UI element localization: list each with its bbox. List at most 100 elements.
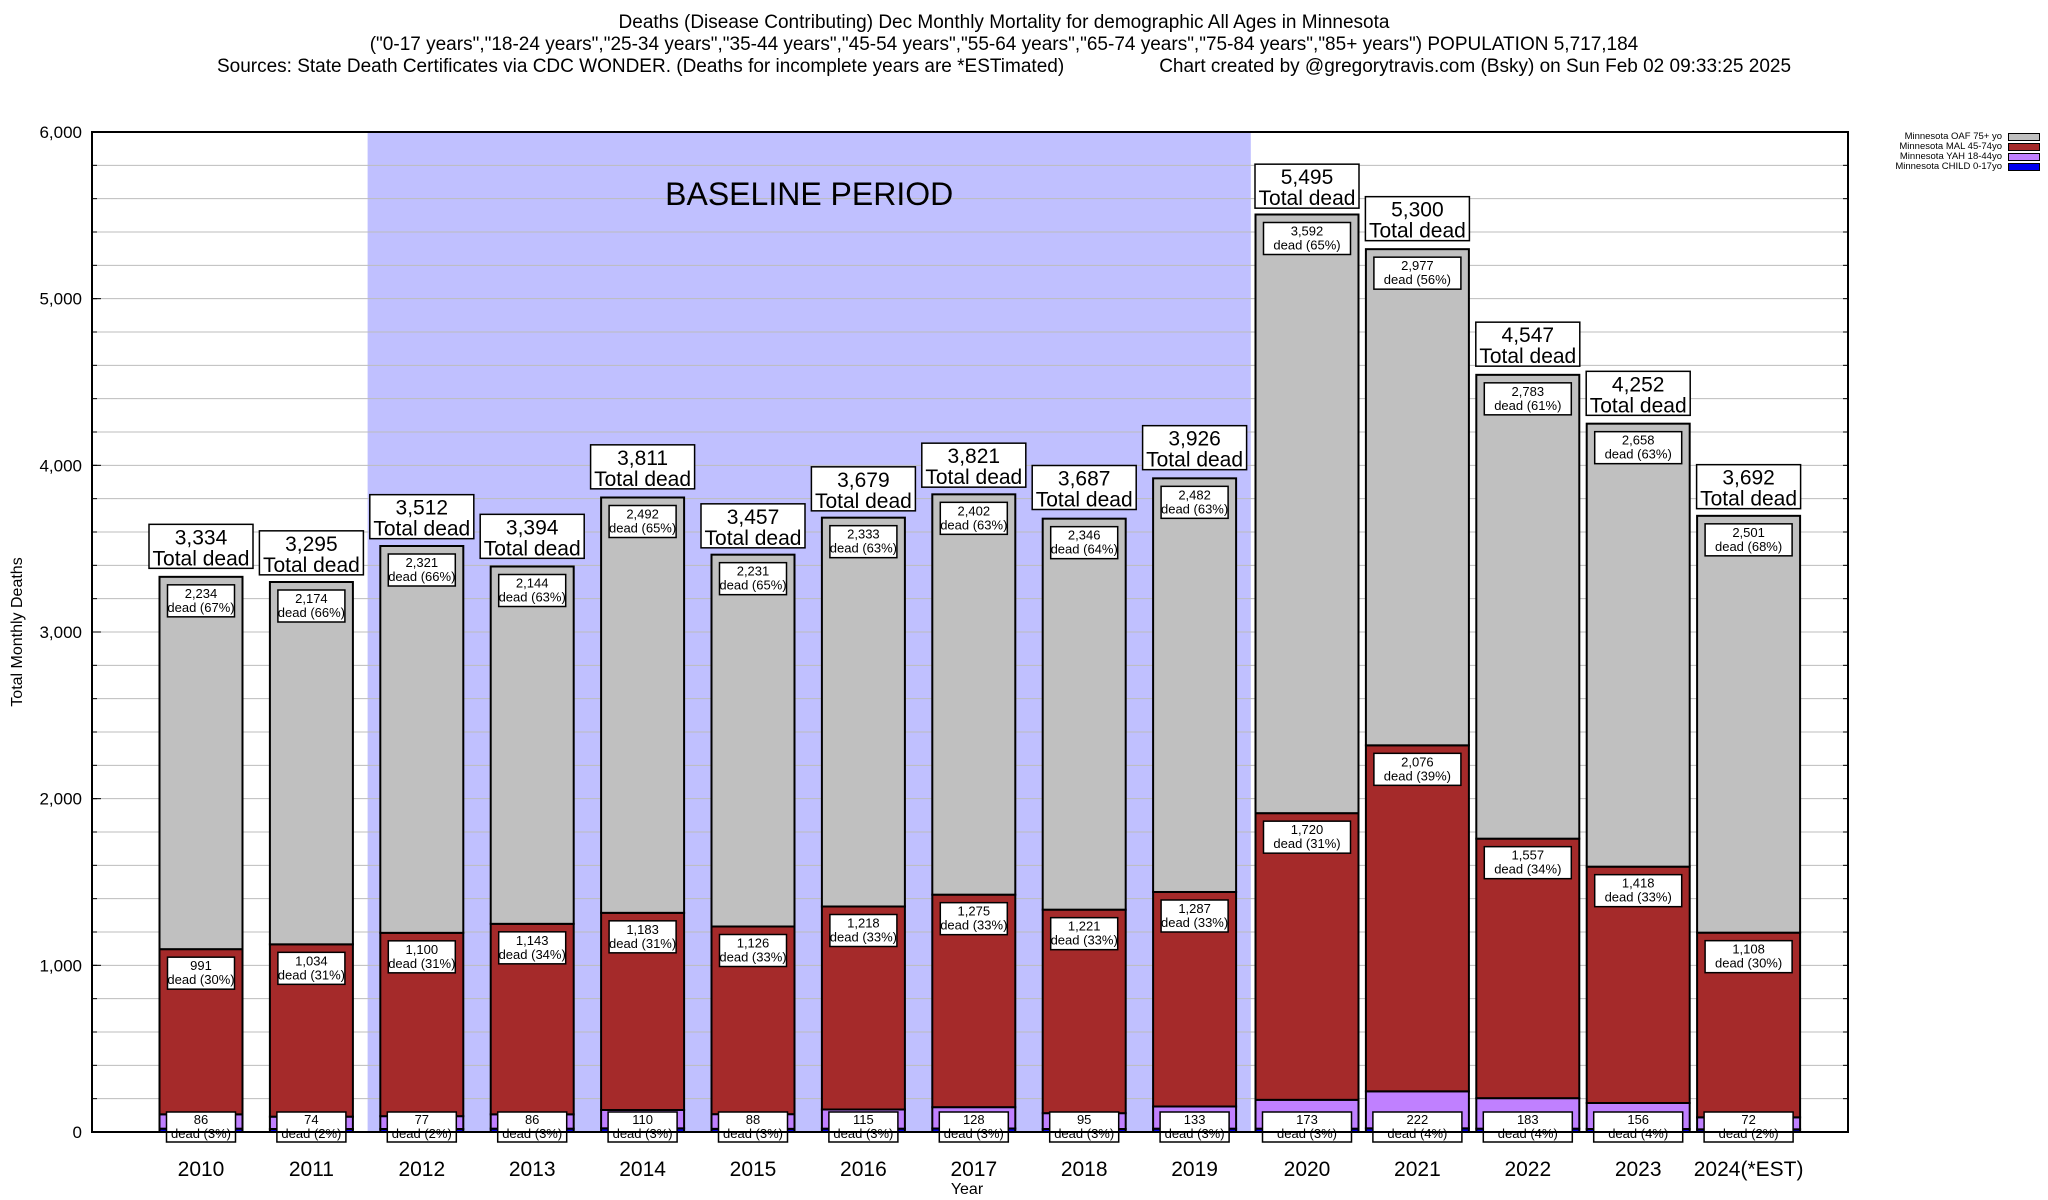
segment-label-box <box>387 940 457 974</box>
segment-label-box <box>718 933 788 968</box>
segment-label-box <box>165 1111 237 1143</box>
y-tick-label: 5,000 <box>39 290 82 309</box>
segment-label-box <box>1159 1111 1230 1143</box>
segment-label-box <box>938 1111 1010 1143</box>
total-label-value: 4,252 <box>1612 373 1665 396</box>
segment-label-box <box>1262 820 1352 854</box>
x-tick-label: 2023 <box>1615 1158 1662 1181</box>
segment-label-value: 1,126 <box>737 936 770 951</box>
total-label-text: Total dead <box>263 554 360 577</box>
segment-label-value: 128 <box>963 1112 985 1127</box>
segment-label-pct: dead (66%) <box>278 605 345 620</box>
y-tick-label: 0 <box>73 1123 82 1142</box>
segment-label-pct: dead (31%) <box>609 936 676 951</box>
segment-label-pct: dead (39%) <box>1384 768 1451 783</box>
segment-label-pct: dead (33%) <box>830 930 897 945</box>
segment-label-box <box>1373 256 1462 290</box>
segment-label-value: 2,501 <box>1732 525 1765 540</box>
total-label-text: Total dead <box>484 537 581 560</box>
segment-label-box <box>608 920 677 954</box>
segment-label-pct: dead (31%) <box>388 956 455 971</box>
total-label-text: Total dead <box>1036 489 1133 512</box>
segment-label-value: 1,720 <box>1291 822 1324 837</box>
segment-label-box <box>1593 430 1683 465</box>
x-tick-label: 2014 <box>619 1158 666 1181</box>
segment-label-box <box>1592 1111 1684 1143</box>
segment-label-pct: dead (4%) <box>1387 1126 1447 1141</box>
bar-segment-minnesota-oaf-75-yo <box>1475 373 1581 840</box>
segment-label-box <box>1049 525 1119 560</box>
segment-label-value: 173 <box>1296 1112 1318 1127</box>
segment-label-value: 95 <box>1077 1112 1091 1127</box>
segment-label-box <box>386 1111 458 1143</box>
segment-label-pct: dead (63%) <box>940 517 1007 532</box>
legend-item: Minnesota MAL 45-74yo <box>1895 142 2040 152</box>
segment-label-pct: dead (33%) <box>719 950 786 965</box>
segment-label-box <box>166 584 236 618</box>
segment-label-box <box>829 913 898 948</box>
segment-label-value: 2,174 <box>295 591 328 606</box>
segment-label-value: 115 <box>853 1112 874 1127</box>
segment-label-pct: dead (30%) <box>1715 956 1782 971</box>
segment-label-value: 3,592 <box>1291 224 1324 239</box>
total-label-value: 3,457 <box>727 506 780 529</box>
segment-label-pct: dead (3%) <box>502 1126 562 1141</box>
total-label-text: Total dead <box>1590 394 1687 417</box>
segment-label-box <box>939 501 1009 536</box>
bar-segment-minnesota-oaf-75-yo <box>710 553 796 928</box>
bar-segment-minnesota-oaf-75-yo <box>931 493 1017 896</box>
total-label-box <box>589 444 696 490</box>
segment-label-pct: dead (33%) <box>1051 933 1118 948</box>
segment-label-pct: dead (68%) <box>1715 539 1782 554</box>
total-label-text: Total dead <box>705 527 802 550</box>
total-label-value: 3,821 <box>948 445 1001 468</box>
bar-segment-minnesota-oaf-75-yo <box>158 575 244 951</box>
total-label-box <box>1254 163 1360 209</box>
segment-label-value: 72 <box>1741 1112 1755 1127</box>
legend-swatch <box>2008 143 2040 151</box>
segment-label-pct: dead (63%) <box>830 541 897 556</box>
y-tick-label: 3,000 <box>39 623 82 642</box>
segment-label-value: 1,100 <box>406 942 439 957</box>
bar-segment-minnesota-oaf-75-yo <box>1585 422 1691 868</box>
total-label-text: Total dead <box>815 490 912 513</box>
bar-segment-minnesota-oaf-75-yo <box>489 565 575 925</box>
segment-label-value: 222 <box>1407 1112 1429 1127</box>
segment-label-box <box>717 1111 789 1143</box>
segment-label-box <box>1261 1111 1353 1143</box>
segment-label-box <box>1372 1111 1463 1143</box>
segment-label-value: 86 <box>194 1112 208 1127</box>
total-label-box <box>1031 464 1137 511</box>
total-label-box <box>1364 195 1471 242</box>
credit-text: Chart created by @gregorytravis.com (Bsk… <box>1159 56 1792 77</box>
segment-label-value: 77 <box>415 1112 429 1127</box>
total-label-value: 3,394 <box>506 516 559 539</box>
segment-label-value: 1,183 <box>626 922 659 937</box>
x-tick-label: 2015 <box>730 1158 777 1181</box>
segment-label-box <box>1704 523 1793 557</box>
segment-label-value: 1,218 <box>847 916 880 931</box>
segment-label-pct: dead (3%) <box>171 1126 231 1141</box>
bar-segment-minnesota-oaf-75-yo <box>1041 517 1127 911</box>
segment-label-box <box>496 1111 568 1143</box>
total-label-box <box>479 513 585 560</box>
segment-label-value: 88 <box>746 1112 760 1127</box>
segment-label-box <box>1483 845 1573 880</box>
segment-label-pct: dead (65%) <box>609 521 676 536</box>
y-tick-label: 6,000 <box>39 123 82 142</box>
segment-label-box <box>939 901 1009 936</box>
total-label-text: Total dead <box>1369 220 1466 243</box>
total-label-text: Total dead <box>1146 449 1243 472</box>
segment-label-pct: dead (34%) <box>1494 862 1561 877</box>
total-label-box <box>369 493 475 540</box>
legend-label: Minnesota OAF 75+ yo <box>1904 131 2002 142</box>
bar-segment-minnesota-oaf-75-yo <box>600 496 686 914</box>
x-tick-label: 2022 <box>1504 1158 1551 1181</box>
segment-label-value: 2,234 <box>185 586 218 601</box>
segment-label-value: 2,783 <box>1512 384 1545 399</box>
segment-label-box <box>1048 1111 1120 1143</box>
segment-label-value: 1,143 <box>516 933 549 948</box>
segment-label-box <box>1373 752 1462 787</box>
x-tick-label: 2018 <box>1061 1158 1108 1181</box>
segment-label-value: 2,977 <box>1401 258 1434 273</box>
